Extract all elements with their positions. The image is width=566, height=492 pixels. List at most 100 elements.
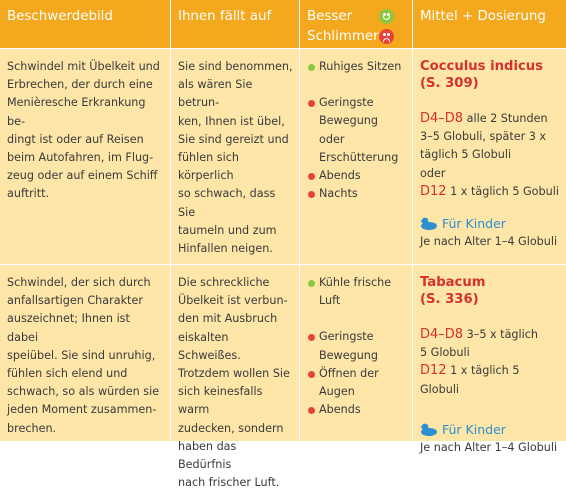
text-line: Menièresche Erkrankung be-	[7, 96, 146, 128]
text-line: Trotzdem wollen Sie	[178, 367, 290, 381]
dose-potency: D12	[420, 183, 447, 199]
worse-list: Geringste Bewegung oder Erschütterung Ab…	[307, 94, 406, 203]
header-remedy: Mittel + Dosierung	[413, 0, 566, 48]
text-line: anfallsartigen Charakter	[7, 294, 143, 308]
text-line: fühlen sich körperlich	[178, 151, 239, 183]
dose-potency: D4–D8	[420, 327, 464, 342]
text-line: speiübel. Sie sind unruhig,	[7, 348, 156, 362]
dose-potency: D12	[420, 363, 447, 379]
text-line: auftritt.	[7, 187, 50, 201]
header-worse-label: Schlimmer	[307, 29, 379, 44]
happy-face-icon	[379, 9, 394, 24]
text-line: Öffnen der	[319, 366, 379, 380]
header-notice: Ihnen fällt auf	[171, 0, 299, 48]
row1-symptom: Schwindel mit Übelkeit und Erbrechen, de…	[0, 49, 170, 264]
duck-icon	[420, 423, 437, 436]
text-line: 3–5 Globuli, später 3 x	[420, 130, 547, 144]
duck-icon	[420, 217, 437, 231]
text-line: Hinfallen neigen.	[178, 242, 273, 256]
worse-item: Öffnen der Augen	[307, 365, 406, 401]
text-line: dingt ist oder auf Reisen	[7, 132, 144, 146]
text-line: jeden Moment zusammen-	[7, 403, 157, 417]
text-line: Erschütterung	[319, 150, 399, 164]
dose-text: 1 x täglich 5 Globuli	[420, 364, 520, 396]
text-line: Sie sind benommen,	[178, 60, 293, 73]
text-line: eiskalten Schweißes.	[178, 330, 241, 362]
text-line: haben das Bedürfnis	[178, 439, 237, 472]
text-line: taumeln und zum	[178, 223, 277, 237]
kids-text: Je nach Alter 1–4 Globuli	[420, 441, 558, 455]
dose-potency: D4–D8	[420, 111, 464, 126]
text-line: beim Autofahren, im Flug-	[7, 151, 154, 165]
kids-label: Für Kinder	[442, 216, 506, 232]
row2-notice: Die schreckliche Übelkeit ist verbun- de…	[171, 265, 299, 489]
row2-better-worse: Kühle frische Luft Geringste Bewegung Öf…	[300, 265, 412, 441]
text-line: täglich 5 Globuli	[420, 148, 512, 162]
row1-remedy: Cocculus indicus (S. 309) D4–D8 alle 2 S…	[413, 49, 566, 264]
dose-line: D12 1 x täglich 5 Globuli	[420, 362, 560, 398]
text-line: fühlen sich elend und	[7, 367, 128, 381]
text-line: zudecken, sondern	[178, 421, 284, 435]
text-line: den mit Ausbruch	[178, 312, 278, 326]
remedy-page: (S. 309)	[420, 76, 479, 91]
text-line: auszeichnet; Ihnen ist dabei	[7, 312, 130, 344]
header-better-worse: Besser Schlimmer	[300, 0, 412, 48]
row1-notice: Sie sind benommen, als wären Sie betrun-…	[171, 49, 299, 264]
text-line: Die schreckliche	[178, 276, 270, 289]
text-line: schwach, so als würden sie	[7, 385, 160, 399]
header-symptom: Beschwerdebild	[0, 0, 170, 48]
text-line: Erbrechen, der durch eine	[7, 78, 153, 92]
worse-item: Nachts	[307, 185, 406, 203]
header-better-label: Besser	[307, 9, 353, 24]
text-line: so schwach, dass Sie	[178, 187, 276, 219]
text-line: als wären Sie betrun-	[178, 78, 253, 110]
text-line: ken, Ihnen ist übel,	[178, 114, 285, 128]
text-line: Schwindel, der sich durch	[7, 276, 151, 289]
header-remedy-label: Mittel + Dosierung	[420, 9, 546, 24]
remedy-name: Cocculus indicus	[420, 59, 544, 74]
better-item: Kühle frische Luft	[307, 274, 406, 310]
worse-item: Geringste Bewegung	[307, 328, 406, 364]
text-line: Geringste	[319, 96, 374, 110]
kids-line: Für Kinder	[420, 421, 560, 439]
text-line: Bewegung oder	[319, 114, 378, 146]
header-notice-label: Ihnen fällt auf	[178, 9, 272, 24]
text-line: nach frischer Luft.	[178, 476, 280, 490]
row1-better-worse: Ruhiges Sitzen Geringste Bewegung oder E…	[300, 49, 412, 264]
worse-item: Geringste Bewegung oder Erschütterung	[307, 94, 406, 167]
dose-text: 3–5 x täglich	[463, 328, 538, 341]
remedy-page: (S. 336)	[420, 292, 479, 307]
text-line: brechen.	[7, 421, 57, 435]
dose-text: alle 2 Stunden	[463, 112, 548, 125]
text-line: oder	[420, 166, 446, 180]
dose-text: 1 x täglich 5 Gobuli	[446, 184, 559, 198]
text-line: 5 Globuli	[420, 346, 470, 360]
better-list: Kühle frische Luft	[307, 274, 406, 310]
header-symptom-label: Beschwerdebild	[7, 9, 113, 24]
text-line: zeug oder auf einem Schiff	[7, 169, 158, 183]
kids-label: Für Kinder	[442, 421, 506, 437]
sad-face-icon	[379, 29, 394, 44]
kids-text: Je nach Alter 1–4 Globuli	[420, 235, 558, 249]
worse-list: Geringste Bewegung Öffnen der Augen Aben…	[307, 328, 406, 419]
text-line: Luft	[319, 294, 341, 308]
text-line: Sie sind gereizt und	[178, 132, 289, 146]
text-line: sich keinesfalls warm	[178, 385, 263, 417]
text-line: Bewegung	[319, 348, 378, 362]
text-line: Augen	[319, 385, 355, 399]
text-line: Geringste	[319, 330, 374, 344]
better-list: Ruhiges Sitzen	[307, 58, 406, 76]
dose-line: D4–D8 alle 2 Stunden	[420, 110, 560, 128]
kids-line: Für Kinder	[420, 215, 560, 233]
row2-remedy: Tabacum (S. 336) D4–D8 3–5 x täglich 5 G…	[413, 265, 566, 454]
worse-item: Abends	[307, 167, 406, 185]
text-line: Kühle frische	[319, 276, 392, 289]
worse-item: Abends	[307, 401, 406, 419]
better-item: Ruhiges Sitzen	[307, 58, 406, 76]
remedy-name: Tabacum	[420, 275, 486, 290]
text-line: Schwindel mit Übelkeit und	[7, 60, 160, 73]
row2-symptom: Schwindel, der sich durch anfallsartigen…	[0, 265, 170, 441]
text-line: Übelkeit ist verbun-	[178, 294, 288, 308]
dose-line: D12 1 x täglich 5 Gobuli	[420, 183, 560, 201]
